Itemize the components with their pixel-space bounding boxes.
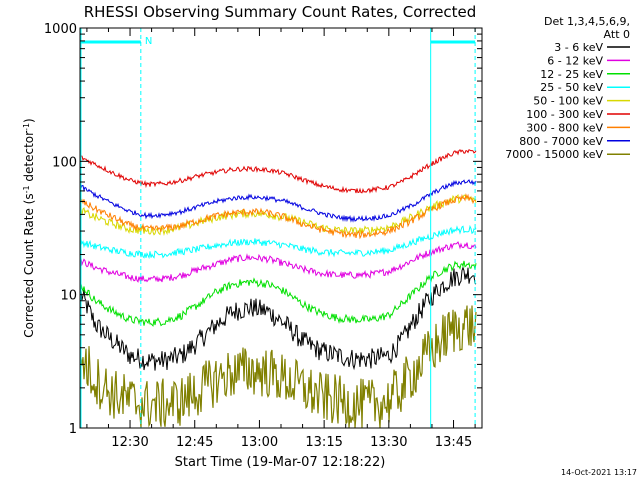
flag-label: N [145, 36, 152, 47]
y-axis-label-main: Corrected Count Rate (s [22, 193, 36, 337]
series-line-4 [80, 224, 477, 260]
y-axis-label: Corrected Count Rate (s-1 detector-1) [22, 118, 37, 337]
x-tick-label-1: 12:30 [111, 435, 148, 450]
series-line-6 [80, 149, 477, 194]
y-axis-label-sup1: -1 [22, 185, 31, 193]
legend-label-4: 25 - 50 keV [540, 81, 603, 94]
y-axis-label-end: ) [22, 118, 36, 123]
legend-label-2: 6 - 12 keV [547, 54, 603, 67]
series-line-7 [80, 193, 477, 240]
series-layer [80, 149, 477, 429]
marker-layer [80, 28, 476, 428]
series-line-8 [80, 179, 477, 223]
x-tick-label-4: 13:15 [305, 435, 342, 450]
y-axis-label-mid: detector [22, 131, 36, 186]
axis-layer: 12:30 12:45 13:00 13:15 13:30 13:45 1 10 100 1000 [44, 22, 482, 450]
x-tick-label-6: 13:45 [435, 435, 472, 450]
legend-label-6: 100 - 300 keV [526, 108, 603, 121]
series-line-1 [80, 266, 477, 371]
chart-title: RHESSI Observing Summary Count Rates, Co… [84, 3, 477, 21]
x-axis-label: Start Time (19-Mar-07 12:18:22) [175, 455, 386, 470]
y-tick-label-1: 1 [69, 422, 77, 437]
series-line-9 [80, 305, 477, 429]
y-tick-label-4: 1000 [44, 22, 77, 37]
legend-header-line-1: Det 1,3,4,5,6,9, [544, 15, 630, 28]
legend-label-1: 3 - 6 keV [554, 41, 603, 54]
series-line-5 [80, 193, 477, 237]
legend-label-7: 300 - 800 keV [526, 121, 603, 134]
legend-label-9: 7000 - 15000 keV [505, 148, 603, 161]
legend-header-line-2: Att 0 [604, 28, 630, 41]
x-tick-label-3: 13:00 [241, 435, 278, 450]
legend-label-8: 800 - 7000 keV [519, 135, 603, 148]
y-tick-label-3: 100 [52, 155, 77, 170]
x-tick-label-5: 13:30 [370, 435, 407, 450]
legend-label-5: 50 - 100 keV [533, 95, 603, 108]
y-axis-label-sup2: -1 [22, 123, 31, 131]
series-line-3 [80, 260, 477, 327]
footer-timestamp: 14-Oct-2021 13:17 [561, 468, 637, 477]
y-tick-label-2: 10 [60, 289, 77, 304]
x-tick-label-2: 12:45 [176, 435, 213, 450]
legend-label-3: 12 - 25 keV [540, 68, 603, 81]
series-line-2 [80, 241, 477, 283]
